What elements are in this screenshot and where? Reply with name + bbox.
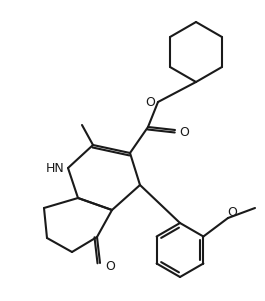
Text: O: O xyxy=(227,206,237,219)
Text: O: O xyxy=(145,97,155,110)
Text: O: O xyxy=(179,126,189,138)
Text: HN: HN xyxy=(46,163,64,175)
Text: O: O xyxy=(105,260,115,274)
